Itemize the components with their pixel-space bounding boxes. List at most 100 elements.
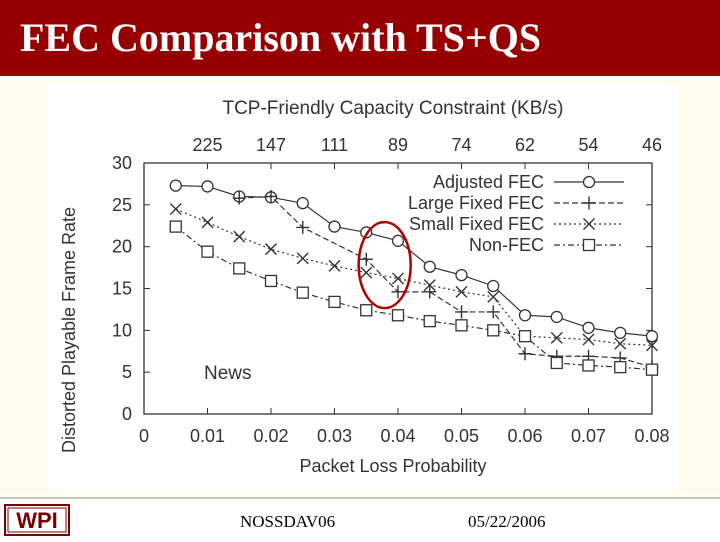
top-tick-label: 147 xyxy=(256,135,286,155)
series-0-point xyxy=(391,234,405,247)
series-3-point xyxy=(614,360,627,374)
series-3-point xyxy=(582,359,595,372)
series-3-point xyxy=(391,309,405,322)
series-3-point xyxy=(169,220,182,233)
chart-svg: TCP-Friendly Capacity Constraint (KB/s) … xyxy=(48,84,678,490)
series-0-point xyxy=(487,279,500,293)
series-2-point xyxy=(201,216,214,229)
x-tick-label: 0.05 xyxy=(444,426,479,446)
y-tick-label: 20 xyxy=(112,237,132,257)
top-tick-label: 46 xyxy=(642,135,662,155)
legend-swatch-marker xyxy=(582,196,596,210)
series-2-point xyxy=(455,285,468,298)
series-0-point xyxy=(169,179,182,192)
series-2-point xyxy=(614,337,627,350)
y-tick-label: 30 xyxy=(112,153,132,173)
x-tick-label: 0.01 xyxy=(190,426,225,446)
series-0-point xyxy=(518,309,532,322)
x-tick-label: 0.07 xyxy=(571,426,606,446)
series-1-point xyxy=(518,347,532,361)
series-0-point xyxy=(296,197,309,210)
y-tick-label: 10 xyxy=(112,320,132,340)
legend-label: Non-FEC xyxy=(469,235,544,255)
y-tick-label: 15 xyxy=(112,279,132,299)
y-tick-label: 5 xyxy=(122,362,132,382)
series-3-point xyxy=(645,363,659,376)
series-1-point xyxy=(264,189,278,203)
x-tick-label: 0 xyxy=(139,426,149,446)
svg-text:WPI: WPI xyxy=(16,508,58,533)
series-2-point xyxy=(265,243,277,256)
top-tick-label: 74 xyxy=(451,135,471,155)
wpi-logo-mark: WPI xyxy=(4,504,70,536)
series-2-point xyxy=(233,230,246,243)
series-0-point xyxy=(582,321,595,334)
slide-title: FEC Comparison with TS+QS xyxy=(20,15,542,60)
legend-swatch-marker xyxy=(582,175,596,189)
series-0-point xyxy=(328,220,341,233)
highlight-ellipse xyxy=(357,220,412,310)
top-tick-label: 111 xyxy=(321,135,348,155)
series-0-point xyxy=(645,330,659,343)
wpi-logo: WPI xyxy=(4,503,70,537)
x-tick-label: 0.04 xyxy=(380,426,415,446)
series-3-point xyxy=(455,319,468,332)
series-3-point xyxy=(264,274,278,288)
series-0-point xyxy=(550,310,563,324)
legend-swatch-marker xyxy=(583,218,595,230)
series-3-point xyxy=(518,330,532,343)
chart-marks: 0 0.01 0.02 0.03 0.04 0.05 0.06 0.07 0.08 0 5 10 15 2… xyxy=(112,135,670,446)
chart: TCP-Friendly Capacity Constraint (KB/s) … xyxy=(48,84,678,490)
footer-conference: NOSSDAV06 xyxy=(240,512,336,531)
series-3-point xyxy=(487,324,500,337)
series-2-point xyxy=(169,203,182,216)
legend-swatch-marker xyxy=(582,238,596,252)
x-axis-label: Packet Loss Probability xyxy=(299,456,486,476)
series-2-point xyxy=(392,272,404,285)
legend-label: Adjusted FEC xyxy=(433,172,544,192)
series-3-point xyxy=(360,304,373,317)
series-line-3 xyxy=(175,226,653,371)
series-1-point xyxy=(391,285,405,299)
series-2-point xyxy=(646,339,658,352)
series-0-point xyxy=(201,180,214,193)
series-1-point xyxy=(455,305,468,319)
series-2-point xyxy=(582,333,595,346)
x-tick-label: 0.06 xyxy=(507,426,542,446)
series-line-2 xyxy=(175,208,653,346)
x-tick-label: 0.03 xyxy=(317,426,352,446)
series-1-point xyxy=(232,191,246,205)
x-tick-label: 0.08 xyxy=(634,426,669,446)
series-3-point xyxy=(201,245,214,258)
y-tick-label: 0 xyxy=(122,404,132,424)
series-1-point xyxy=(486,305,500,319)
series-1-point xyxy=(423,285,437,299)
legend-label: Small Fixed FEC xyxy=(409,214,544,234)
series-2-point xyxy=(360,266,373,279)
top-tick-label: 89 xyxy=(388,135,408,155)
series-0-point xyxy=(423,260,436,273)
chart-title: TCP-Friendly Capacity Constraint (KB/s) xyxy=(222,98,563,119)
series-2-point xyxy=(328,259,341,272)
series-line-0 xyxy=(175,184,653,337)
y-tick-label: 25 xyxy=(112,195,132,215)
top-tick-label: 54 xyxy=(578,135,598,155)
chart-annotation: News xyxy=(204,363,252,384)
footer-date: 05/22/2006 xyxy=(468,512,546,531)
title-bar: FEC Comparison with TS+QS xyxy=(0,0,720,76)
x-tick-label: 0.02 xyxy=(253,426,288,446)
series-1-point xyxy=(359,252,373,266)
top-tick-label: 225 xyxy=(192,135,222,155)
series-2-point xyxy=(423,279,436,292)
series-2-point xyxy=(487,290,500,303)
series-3-point xyxy=(296,286,309,299)
series-1-point xyxy=(296,220,310,234)
series-3-point xyxy=(550,356,563,370)
series-2-point xyxy=(296,252,309,265)
top-tick-label: 62 xyxy=(515,135,535,155)
footer-rule xyxy=(0,497,720,499)
y-axis-label: Distorted Playable Frame Rate xyxy=(59,207,79,453)
legend-label: Large Fixed FEC xyxy=(408,193,544,213)
title-rule xyxy=(0,76,720,80)
series-3-point xyxy=(233,262,246,275)
